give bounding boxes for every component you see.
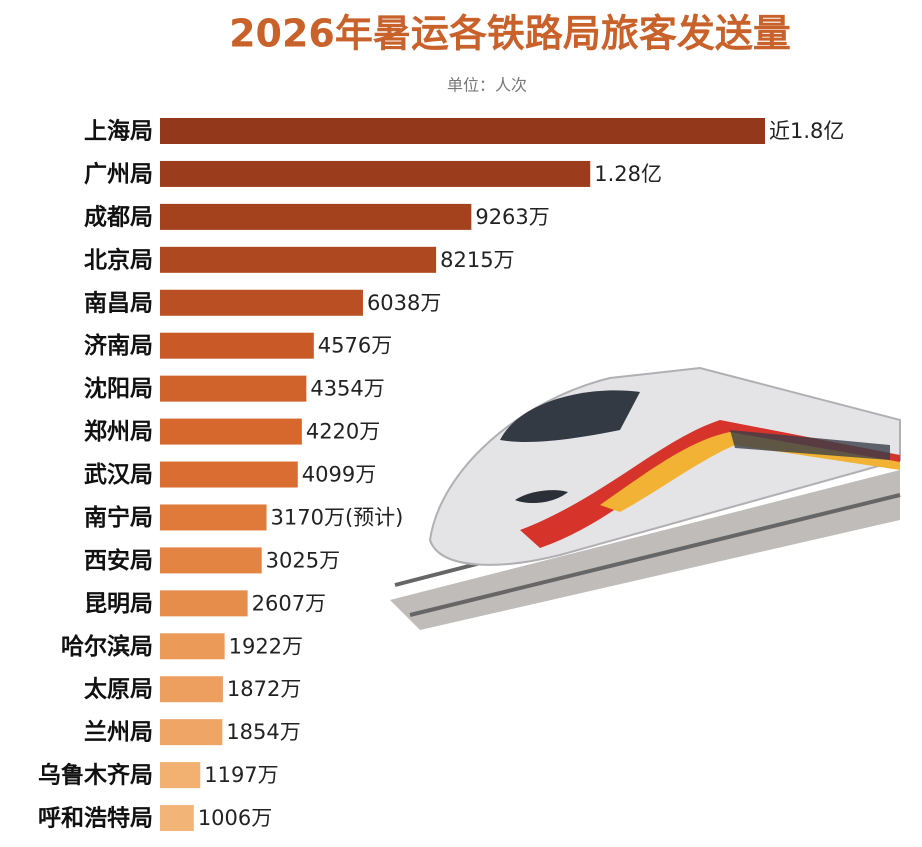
bar — [160, 289, 363, 316]
chart-subtitle: 单位：人次 — [447, 76, 527, 95]
bar — [160, 633, 225, 660]
category-label: 南宁局 — [84, 504, 153, 531]
value-label: 1922万 — [229, 634, 303, 658]
value-label: 1872万 — [227, 677, 301, 701]
value-label: 1006万 — [198, 806, 272, 830]
category-label: 昆明局 — [84, 591, 153, 617]
category-label: 郑州局 — [84, 419, 153, 445]
bar — [160, 719, 223, 746]
value-label: 4576万 — [318, 334, 392, 358]
category-label: 南昌局 — [84, 290, 153, 316]
category-label: 哈尔滨局 — [61, 633, 153, 660]
value-label: 4220万 — [306, 420, 380, 444]
chart-title: 2026年暑运各铁路局旅客发送量 — [229, 12, 791, 56]
value-label: 1.28亿 — [594, 162, 662, 186]
value-label: 1854万 — [226, 720, 300, 744]
category-label: 武汉局 — [84, 462, 153, 488]
bar — [160, 461, 298, 488]
value-label: 4099万 — [302, 463, 376, 487]
bar — [160, 118, 765, 144]
bar — [160, 676, 223, 703]
value-label: 近1.8亿 — [769, 119, 844, 143]
category-label: 西安局 — [84, 547, 153, 574]
bar — [160, 203, 472, 230]
category-label: 兰州局 — [84, 719, 153, 746]
value-label: 3025万 — [266, 548, 340, 572]
bar — [160, 590, 248, 617]
value-label: 8215万 — [440, 248, 514, 272]
category-label: 太原局 — [84, 677, 153, 703]
bar — [160, 418, 302, 445]
bar — [160, 160, 591, 187]
bar — [160, 547, 262, 574]
bar — [160, 762, 201, 789]
bar — [160, 375, 307, 402]
bar — [160, 805, 194, 832]
value-label: 4354万 — [310, 377, 384, 401]
value-label: 9263万 — [475, 205, 549, 229]
bar — [160, 504, 267, 531]
category-label: 沈阳局 — [84, 376, 153, 402]
category-label: 济南局 — [84, 332, 153, 359]
value-label: 3170万(预计) — [271, 505, 404, 529]
train-illustration — [390, 366, 901, 630]
bar — [160, 332, 314, 359]
category-label: 北京局 — [84, 246, 153, 273]
category-label: 上海局 — [84, 118, 153, 145]
category-label: 广州局 — [84, 160, 153, 187]
category-label: 成都局 — [84, 204, 153, 230]
category-label: 乌鲁木齐局 — [38, 762, 153, 789]
value-label: 1197万 — [204, 763, 278, 787]
category-label: 呼和浩特局 — [38, 806, 153, 832]
value-label: 6038万 — [367, 291, 441, 315]
bar — [160, 246, 437, 273]
value-label: 2607万 — [252, 591, 326, 615]
